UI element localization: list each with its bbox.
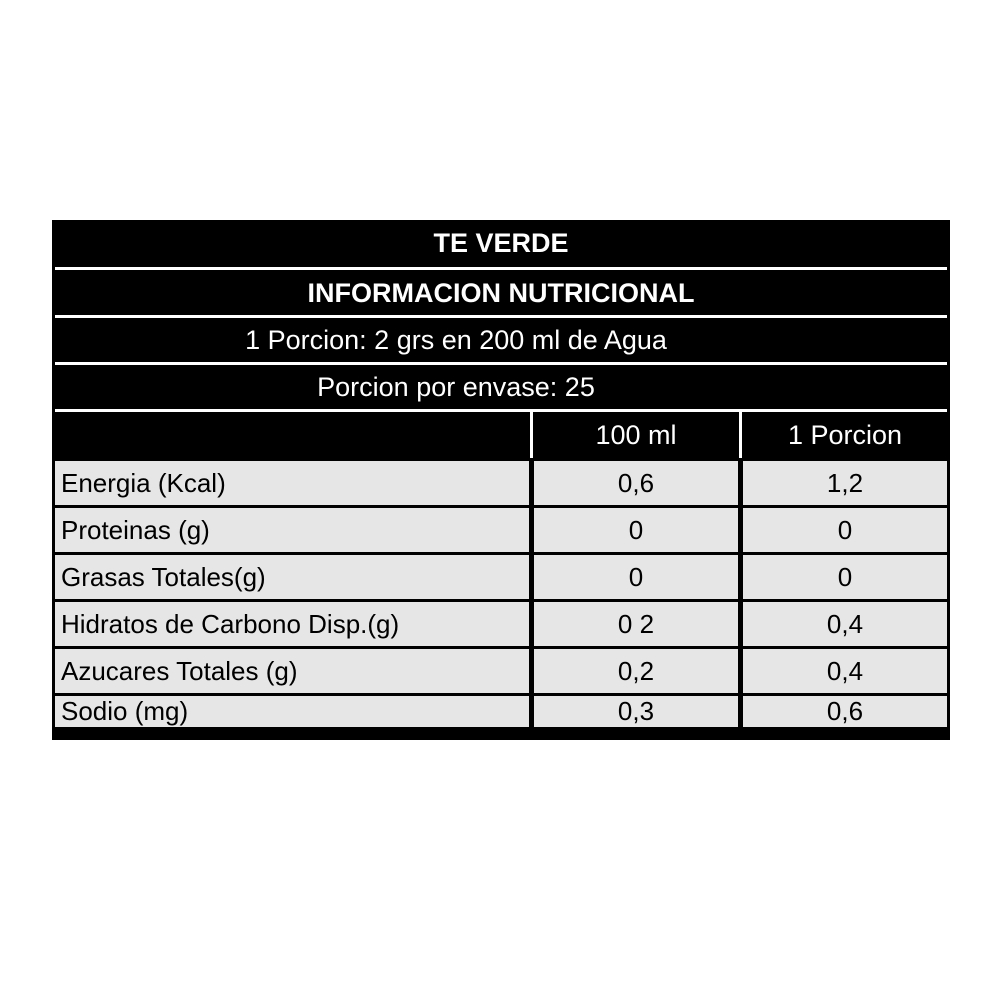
nutrient-label: Energia (Kcal)	[55, 461, 529, 505]
value-portion: 0,4	[743, 602, 947, 646]
value-100ml: 0	[534, 508, 738, 552]
column-divider	[530, 412, 533, 458]
nutrient-label: Sodio (mg)	[55, 696, 529, 727]
nutrient-label: Hidratos de Carbono Disp.(g)	[55, 602, 529, 646]
value-portion: 0	[743, 555, 947, 599]
column-divider	[739, 412, 742, 458]
value-100ml: 0,2	[534, 649, 738, 693]
divider	[55, 409, 947, 412]
value-100ml: 0,3	[534, 696, 738, 727]
serving-size: 1 Porcion: 2 grs en 200 ml de Agua	[245, 325, 667, 355]
product-title: TE VERDE	[433, 228, 569, 258]
servings-per-container: Porcion por envase: 25	[317, 372, 595, 402]
value-portion: 1,2	[743, 461, 947, 505]
value-100ml: 0,6	[534, 461, 738, 505]
nutrition-table: TE VERDE INFORMACION NUTRICIONAL 1 Porci…	[52, 220, 950, 740]
value-portion: 0,4	[743, 649, 947, 693]
value-portion: 0	[743, 508, 947, 552]
divider	[55, 267, 947, 270]
value-100ml: 0	[534, 555, 738, 599]
divider	[55, 362, 947, 365]
value-100ml: 0 2	[534, 602, 738, 646]
column-header-100ml: 100 ml	[595, 419, 677, 450]
section-title: INFORMACION NUTRICIONAL	[307, 277, 695, 308]
value-portion: 0,6	[743, 696, 947, 727]
column-header-portion: 1 Porcion	[787, 419, 903, 450]
divider	[55, 315, 947, 318]
nutrient-label: Proteinas (g)	[55, 508, 529, 552]
nutrient-label: Azucares Totales (g)	[55, 649, 529, 693]
nutrient-label: Grasas Totales(g)	[55, 555, 529, 599]
